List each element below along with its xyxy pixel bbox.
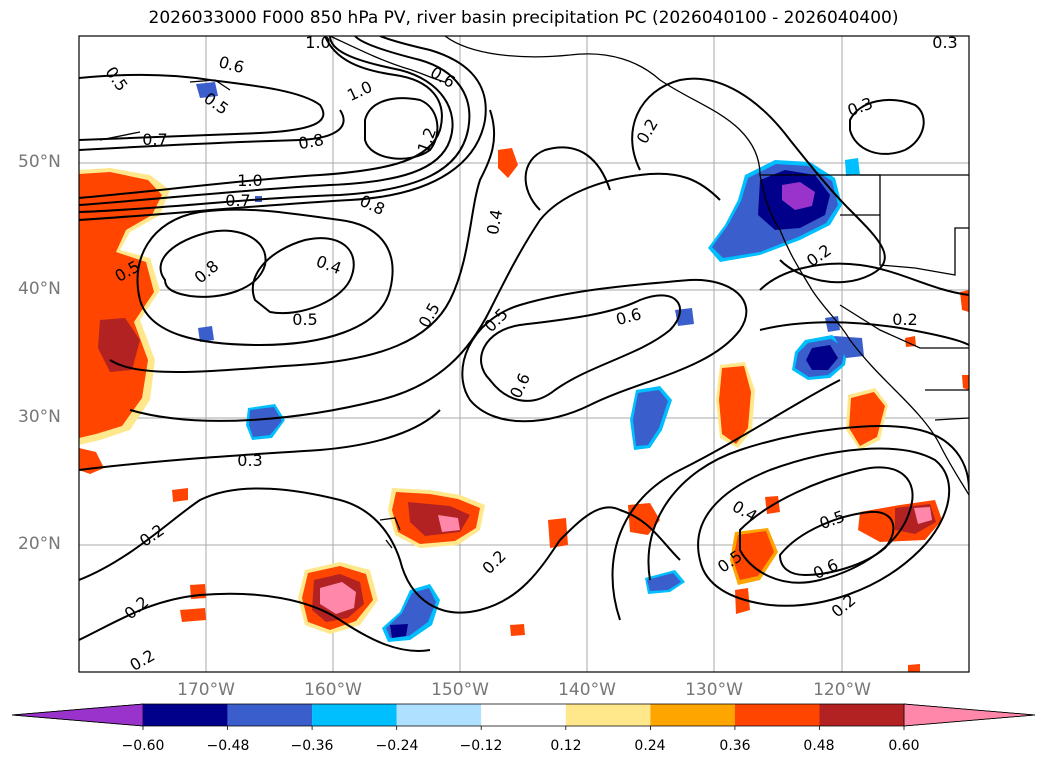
lat-label: 40°N xyxy=(18,279,61,299)
colorbar-extend-max xyxy=(903,703,1036,727)
colorbar-tick-label: −0.36 xyxy=(290,738,334,754)
colorbar-tick-label: 0.24 xyxy=(634,738,666,754)
colorbar-segment xyxy=(819,704,905,726)
contour-label: 0.7 xyxy=(142,130,167,149)
colorbar-segment xyxy=(650,704,735,726)
lon-label: 130°W xyxy=(685,680,743,700)
contour-label: 1.0 xyxy=(305,33,330,52)
colorbar-tick-label: −0.24 xyxy=(375,738,419,754)
lat-label: 50°N xyxy=(18,152,61,172)
contour-label: 1.0 xyxy=(237,171,262,190)
colorbar-tick-label: −0.12 xyxy=(459,738,503,754)
lat-label: 30°N xyxy=(18,407,61,427)
colorbar-tick-label: −0.60 xyxy=(121,738,165,754)
lon-label: 120°W xyxy=(813,680,871,700)
contour-label: 0.5 xyxy=(292,310,317,329)
lon-label: 170°W xyxy=(177,680,235,700)
lon-label: 150°W xyxy=(431,680,489,700)
colorbar-tick-label: 0.12 xyxy=(550,738,582,754)
contour-label: 0.7 xyxy=(225,191,250,210)
lat-label: 20°N xyxy=(18,534,61,554)
colorbar-segment xyxy=(143,704,228,726)
contour-label: 0.8 xyxy=(297,130,325,153)
colorbar-segment xyxy=(312,704,397,726)
pv-contours xyxy=(79,36,969,652)
precip-positive-anomalies xyxy=(79,148,969,672)
coastlines xyxy=(79,36,969,549)
colorbar-segment xyxy=(481,704,566,726)
colorbar-segment xyxy=(227,704,313,726)
map-title: 2026033000 F000 850 hPa PV, river basin … xyxy=(148,8,899,28)
lon-label: 140°W xyxy=(558,680,616,700)
colorbar-segment xyxy=(396,704,482,726)
contour-label: 0.2 xyxy=(892,310,917,329)
colorbar-tick-label: 0.36 xyxy=(719,738,751,754)
precip-negative-anomalies xyxy=(196,82,864,642)
contour-label: 0.3 xyxy=(237,451,262,470)
colorbar-extend-min xyxy=(11,703,144,727)
lon-label: 160°W xyxy=(304,680,362,700)
contour-label: 0.3 xyxy=(932,33,957,52)
contour-label: 0.4 xyxy=(483,208,506,236)
colorbar-segment xyxy=(565,704,651,726)
colorbar-tick-label: 0.48 xyxy=(803,738,835,754)
colorbar-tick-label: −0.48 xyxy=(206,738,250,754)
colorbar-tick-label: 0.60 xyxy=(888,738,920,754)
colorbar-segment xyxy=(734,704,820,726)
colorbar xyxy=(11,703,1036,730)
map-frame xyxy=(78,35,970,673)
